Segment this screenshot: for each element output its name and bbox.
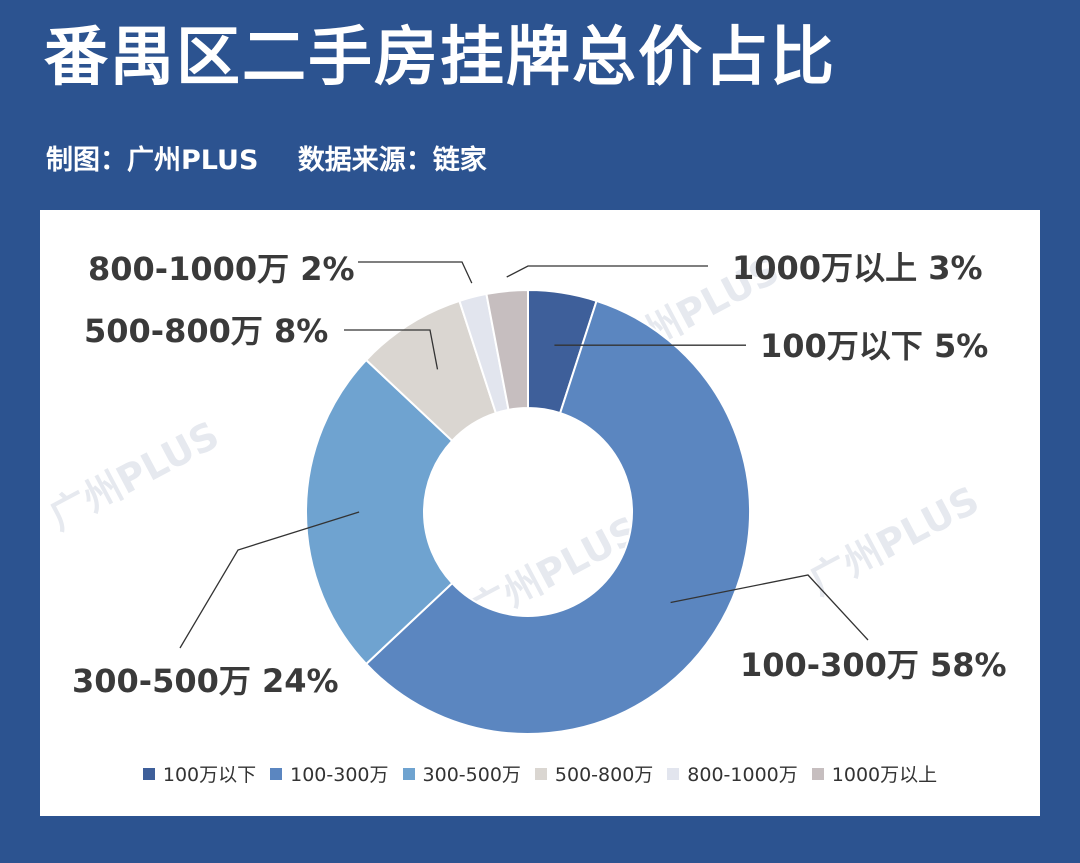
legend-label: 500-800万 — [554, 764, 654, 786]
leader-line — [344, 329, 439, 370]
chart-legend: 100万以下 100-300万 300-500万 500-800万 800-1000万 1… — [20, 760, 1060, 787]
leader-line — [506, 265, 708, 278]
chart-credits: 制图：广州PLUS 数据来源：链家 — [46, 138, 487, 177]
leader-line — [358, 261, 473, 284]
donut-slice-3 — [305, 358, 454, 666]
legend-swatch — [402, 767, 415, 780]
legend-label: 300-500万 — [422, 764, 521, 786]
legend-label: 1000万以上 — [831, 764, 938, 786]
donut-slice-6 — [485, 288, 529, 412]
legend-swatch — [667, 767, 680, 780]
data-label: 100万以下 5% — [760, 327, 988, 365]
legend-item: 300-500万 — [402, 760, 521, 787]
legend-item: 100万以下 — [142, 760, 257, 787]
legend-swatch — [811, 767, 824, 780]
legend-swatch — [534, 767, 547, 780]
data-label: 500-800万 8% — [84, 312, 328, 350]
legend-item: 800-1000万 — [667, 760, 798, 787]
legend-label: 100万以下 — [162, 764, 257, 786]
credit-maker: 制图：广州PLUS — [46, 145, 259, 176]
leader-line — [670, 574, 869, 641]
legend-swatch — [270, 767, 283, 780]
data-label: 300-500万 24% — [72, 662, 339, 700]
legend-item: 1000万以上 — [811, 760, 938, 787]
legend-item: 100-300万 — [270, 760, 389, 787]
legend-label: 800-1000万 — [687, 764, 798, 786]
leader-line — [179, 511, 360, 649]
chart-title: 番禺区二手房挂牌总价占比 — [44, 21, 836, 95]
legend-swatch — [142, 767, 155, 780]
donut-slice-2 — [364, 299, 751, 735]
legend-item: 500-800万 — [534, 760, 654, 787]
data-label: 1000万以上 3% — [732, 249, 983, 287]
legend-label: 100-300万 — [290, 764, 389, 786]
credit-source: 数据来源：链家 — [297, 145, 487, 176]
data-label: 800-1000万 2% — [88, 250, 355, 288]
data-label: 100-300万 58% — [740, 646, 1007, 684]
